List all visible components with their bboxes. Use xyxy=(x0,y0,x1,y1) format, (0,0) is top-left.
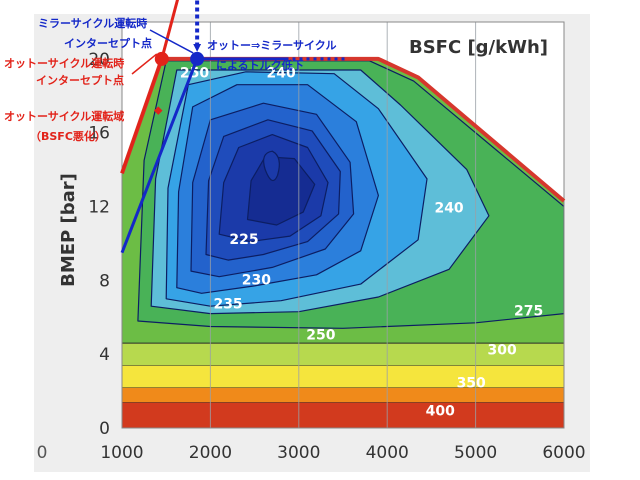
annotation-torque-drop: オットー⇒ミラーサイクル によるトルク低下 xyxy=(207,39,336,72)
x-tick-label-4000: 4000 xyxy=(366,443,409,463)
contour-label-8: 300 xyxy=(488,342,517,358)
y-tick-label-4: 4 xyxy=(99,345,110,365)
annotation-otto-intercept-line1: オットーサイクル運転時 xyxy=(4,56,124,70)
otto-intercept-point xyxy=(154,51,169,66)
annotation-torque-drop-line2: によるトルク低下 xyxy=(216,58,304,72)
contour-label-4: 235 xyxy=(213,296,242,312)
plot-frame xyxy=(121,21,565,429)
annotation-torque-drop-line1: オットー⇒ミラーサイクル xyxy=(207,39,336,52)
contour-label-2: 225 xyxy=(229,232,258,248)
y-tick-label-0: 0 xyxy=(99,419,110,439)
bsfc-band-3 xyxy=(122,343,564,366)
y-tick-label-8: 8 xyxy=(99,271,110,291)
annotation-miller-intercept-line2: インターセプト点 xyxy=(64,36,152,50)
contour-label-6: 240 xyxy=(434,200,463,216)
miller-intercept-point xyxy=(190,51,205,66)
miller-annotation-leader xyxy=(149,29,194,54)
stray-tick-label: 0 xyxy=(37,443,48,463)
x-tick-label-3000: 3000 xyxy=(277,443,320,463)
y-tick-label-16: 16 xyxy=(88,124,110,144)
contour-label-3: 230 xyxy=(242,272,271,288)
annotation-otto-region: オットーサイクル運転域 （BSFC悪化） xyxy=(4,109,124,143)
annotation-otto-region-line1: オットーサイクル運転域 xyxy=(4,109,124,123)
annotation-otto-intercept: オットーサイクル運転時 インターセプト点 xyxy=(4,56,124,87)
annotation-miller-intercept: ミラーサイクル運転時 インターセプト点 xyxy=(38,16,152,50)
otto-limit-line xyxy=(120,0,179,174)
annotation-otto-intercept-line2: インターセプト点 xyxy=(36,73,124,87)
x-tick-label-2000: 2000 xyxy=(189,443,232,463)
annotation-otto-region-line2: （BSFC悪化） xyxy=(30,129,106,143)
contour-label-0: 250 xyxy=(180,66,209,82)
y-axis-label: BMEP [bar] xyxy=(58,173,79,287)
otto-region-marker xyxy=(154,106,163,115)
y-tick-label-20: 20 xyxy=(88,50,110,70)
contour-label-5: 250 xyxy=(306,328,335,344)
chart-title: BSFC [g/kWh] xyxy=(409,37,548,58)
bsfc-band-0 xyxy=(122,402,564,428)
x-tick-label-1000: 1000 xyxy=(100,443,143,463)
x-tick-label-6000: 6000 xyxy=(542,443,585,463)
bsfc-region-225-notch xyxy=(263,150,280,182)
y-tick-label-12: 12 xyxy=(88,198,110,218)
contour-label-1: 240 xyxy=(267,66,296,82)
annotation-miller-intercept-line1: ミラーサイクル運転時 xyxy=(38,16,147,30)
x-tick-label-5000: 5000 xyxy=(454,443,497,463)
contour-label-7: 275 xyxy=(514,304,543,320)
contour-label-9: 350 xyxy=(457,376,486,392)
contour-label-10: 400 xyxy=(426,403,455,419)
otto-annotation-leader xyxy=(131,53,158,75)
bsfc-band-2 xyxy=(122,365,564,388)
bsfc-region-220 xyxy=(246,156,316,226)
bsfc-band-1 xyxy=(122,387,564,403)
